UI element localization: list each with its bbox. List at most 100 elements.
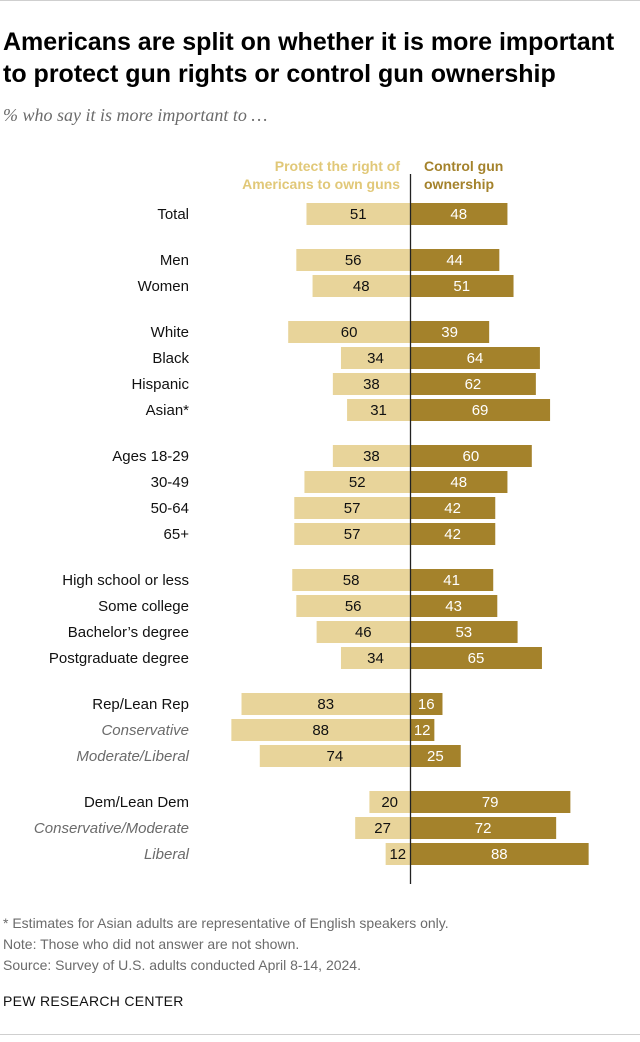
value-label-control: 65 (468, 650, 485, 667)
value-label-protect: 31 (370, 402, 387, 419)
bar-control-gun-ownership (410, 693, 443, 715)
category-label: Women (138, 278, 189, 295)
category-label: Dem/Lean Dem (84, 794, 189, 811)
category-label: Total (157, 206, 189, 223)
bar-protect-gun-rights (369, 791, 410, 813)
value-label-protect: 83 (317, 696, 334, 713)
source-note: Source: Survey of U.S. adults conducted … (3, 957, 361, 973)
pew-logo-text: PEW RESEARCH CENTER (3, 993, 184, 1009)
legend-control-line-2: ownership (424, 176, 495, 192)
bar-control-gun-ownership (410, 471, 508, 493)
value-label-control: 43 (445, 598, 462, 615)
legend-protect-line-1: Protect the right of (274, 158, 400, 174)
diverging-bar-chart: Total 51 48 Men 56 44 Women 48 51 White 60 39 Black 3… (34, 174, 589, 884)
value-label-protect: 38 (363, 376, 380, 393)
category-label: Conservative/Moderate (34, 820, 189, 837)
bar-control-gun-ownership (410, 347, 540, 369)
value-label-protect: 51 (350, 206, 367, 223)
value-label-protect: 48 (353, 278, 370, 295)
bar-control-gun-ownership (410, 497, 496, 519)
value-label-control: 48 (450, 206, 467, 223)
value-label-protect: 34 (367, 350, 384, 367)
top-rule (0, 0, 640, 1)
category-label: Rep/Lean Rep (92, 696, 189, 713)
bar-protect-gun-rights (306, 203, 410, 225)
category-label: Postgraduate degree (49, 650, 189, 667)
bar-control-gun-ownership (410, 203, 508, 225)
bar-control-gun-ownership (410, 569, 494, 591)
bar-protect-gun-rights (355, 817, 410, 839)
legend-control-line-1: Control gun (424, 158, 504, 174)
value-label-protect: 27 (374, 820, 391, 837)
value-label-protect: 52 (349, 474, 366, 491)
value-label-control: 62 (465, 376, 482, 393)
bar-protect-gun-rights (340, 347, 410, 369)
bar-control-gun-ownership (410, 321, 490, 343)
chart-title: Americans are split on whether it is mor… (3, 28, 615, 88)
category-label: High school or less (62, 572, 189, 589)
category-label: Bachelor’s degree (68, 624, 189, 641)
bar-protect-gun-rights (316, 621, 410, 643)
category-label: 50-64 (151, 500, 189, 517)
value-label-protect: 60 (341, 324, 358, 341)
value-label-control: 79 (482, 794, 499, 811)
value-label-control: 69 (472, 402, 489, 419)
value-label-protect: 46 (355, 624, 372, 641)
category-label: Men (160, 252, 189, 269)
category-label: Liberal (144, 846, 190, 863)
bar-control-gun-ownership (410, 275, 514, 297)
legend-control-gun-ownership: Control gun ownership (424, 157, 503, 193)
bar-protect-gun-rights (385, 843, 410, 865)
legend-protect-gun-rights: Protect the right of Americans to own gu… (242, 157, 400, 193)
value-label-protect: 12 (389, 846, 406, 863)
value-label-control: 53 (455, 624, 472, 641)
category-label: Ages 18-29 (112, 448, 189, 465)
value-label-protect: 74 (327, 748, 344, 765)
bar-protect-gun-rights (294, 523, 410, 545)
bar-control-gun-ownership (410, 791, 571, 813)
value-label-protect: 56 (345, 598, 362, 615)
footer-notes: * Estimates for Asian adults are represe… (3, 913, 633, 976)
no-answer-note: Note: Those who did not answer are not s… (3, 936, 300, 952)
bar-protect-gun-rights (259, 745, 410, 767)
bar-protect-gun-rights (340, 647, 410, 669)
value-label-protect: 38 (363, 448, 380, 465)
chart-subtitle: % who say it is more important to … (3, 105, 268, 125)
value-label-protect: 56 (345, 252, 362, 269)
bar-protect-gun-rights (296, 595, 410, 617)
value-label-protect: 88 (312, 722, 329, 739)
bar-control-gun-ownership (410, 595, 498, 617)
category-label: Hispanic (131, 376, 189, 393)
category-label: White (151, 324, 189, 341)
bar-protect-gun-rights (231, 719, 410, 741)
category-label: 65+ (164, 526, 190, 543)
bar-control-gun-ownership (410, 621, 518, 643)
bar-protect-gun-rights (292, 569, 410, 591)
bar-control-gun-ownership (410, 249, 500, 271)
bar-protect-gun-rights (294, 497, 410, 519)
bar-control-gun-ownership (410, 373, 536, 395)
value-label-protect: 57 (344, 500, 361, 517)
bottom-rule (0, 1034, 640, 1035)
value-label-control: 48 (450, 474, 467, 491)
value-label-control: 16 (418, 696, 435, 713)
value-label-control: 51 (453, 278, 470, 295)
value-label-control: 41 (443, 572, 460, 589)
bar-control-gun-ownership (410, 817, 557, 839)
value-label-control: 44 (446, 252, 463, 269)
bar-protect-gun-rights (288, 321, 410, 343)
value-label-protect: 57 (344, 526, 361, 543)
bar-protect-gun-rights (296, 249, 410, 271)
value-label-control: 64 (467, 350, 484, 367)
bar-control-gun-ownership (410, 647, 542, 669)
category-label: Asian* (146, 402, 190, 419)
value-label-protect: 20 (381, 794, 398, 811)
category-label: Some college (98, 598, 189, 615)
category-label: Conservative (101, 722, 189, 739)
value-label-control: 25 (427, 748, 444, 765)
asian-estimate-note: * Estimates for Asian adults are represe… (3, 915, 449, 931)
value-label-control: 42 (444, 526, 461, 543)
bar-control-gun-ownership (410, 399, 551, 421)
category-label: Black (152, 350, 189, 367)
bar-protect-gun-rights (304, 471, 410, 493)
